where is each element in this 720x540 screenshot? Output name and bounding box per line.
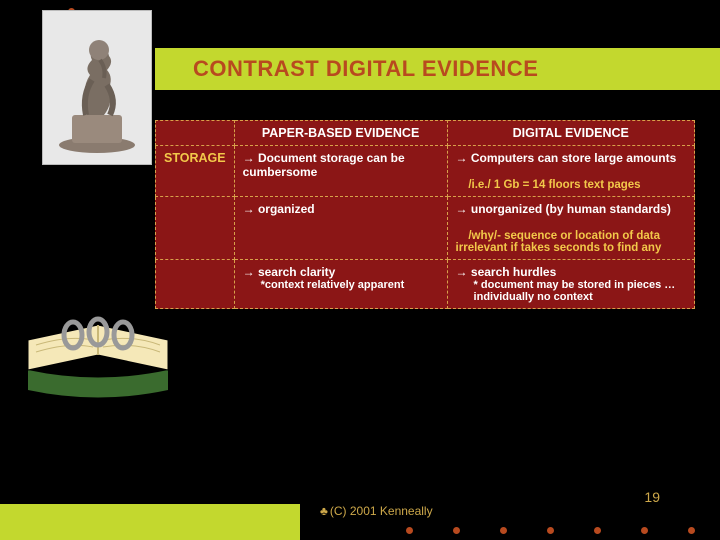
sub-search-digital: * document may be stored in pieces …indi… (474, 279, 676, 303)
cell-storage-digital: → Computers can store large amounts /i.e… (447, 146, 694, 197)
text-storage-paper: Document storage can be cumbersome (243, 151, 405, 179)
sub-search-paper: *context relatively apparent (261, 279, 405, 291)
text-organized-paper: organized (258, 202, 315, 216)
row-label-storage: STORAGE (156, 146, 235, 197)
header-empty (156, 121, 235, 146)
book-image (18, 300, 178, 415)
decoration-dots (406, 527, 695, 534)
cell-storage-paper: → Document storage can be cumbersome (234, 146, 447, 197)
copyright: ♣(C) 2001 Kenneally (320, 504, 433, 518)
title-band: CONTRAST DIGITAL EVIDENCE (155, 48, 720, 90)
table-row: → search clarity *context relatively app… (156, 260, 695, 309)
note-storage-digital: /i.e./ 1 Gb = 14 floors text pages (468, 179, 640, 191)
cell-organized-paper: → organized (234, 197, 447, 260)
text-search-paper: search clarity (258, 265, 335, 279)
footer-band (0, 504, 300, 540)
header-digital: DIGITAL EVIDENCE (447, 121, 694, 146)
text-search-digital: search hurdles (471, 265, 556, 279)
header-paper: PAPER-BASED EVIDENCE (234, 121, 447, 146)
evidence-table: PAPER-BASED EVIDENCE DIGITAL EVIDENCE ST… (155, 120, 695, 309)
clover-icon: ♣ (320, 504, 328, 518)
cell-search-paper: → search clarity *context relatively app… (234, 260, 447, 309)
page-title: CONTRAST DIGITAL EVIDENCE (193, 56, 538, 82)
note-organized-digital: /why/- sequence or location of data irre… (456, 230, 662, 254)
text-organized-digital: unorganized (by human standards) (471, 202, 671, 216)
thinker-image (42, 10, 152, 165)
row-label-empty1 (156, 197, 235, 260)
cell-organized-digital: → unorganized (by human standards) /why/… (447, 197, 694, 260)
cell-search-digital: → search hurdles * document may be store… (447, 260, 694, 309)
page-number: 19 (644, 489, 660, 505)
copyright-text: (C) 2001 Kenneally (330, 504, 433, 518)
table-header-row: PAPER-BASED EVIDENCE DIGITAL EVIDENCE (156, 121, 695, 146)
table-row: → organized → unorganized (by human stan… (156, 197, 695, 260)
text-storage-digital: Computers can store large amounts (471, 151, 676, 165)
table-row: STORAGE → Document storage can be cumber… (156, 146, 695, 197)
